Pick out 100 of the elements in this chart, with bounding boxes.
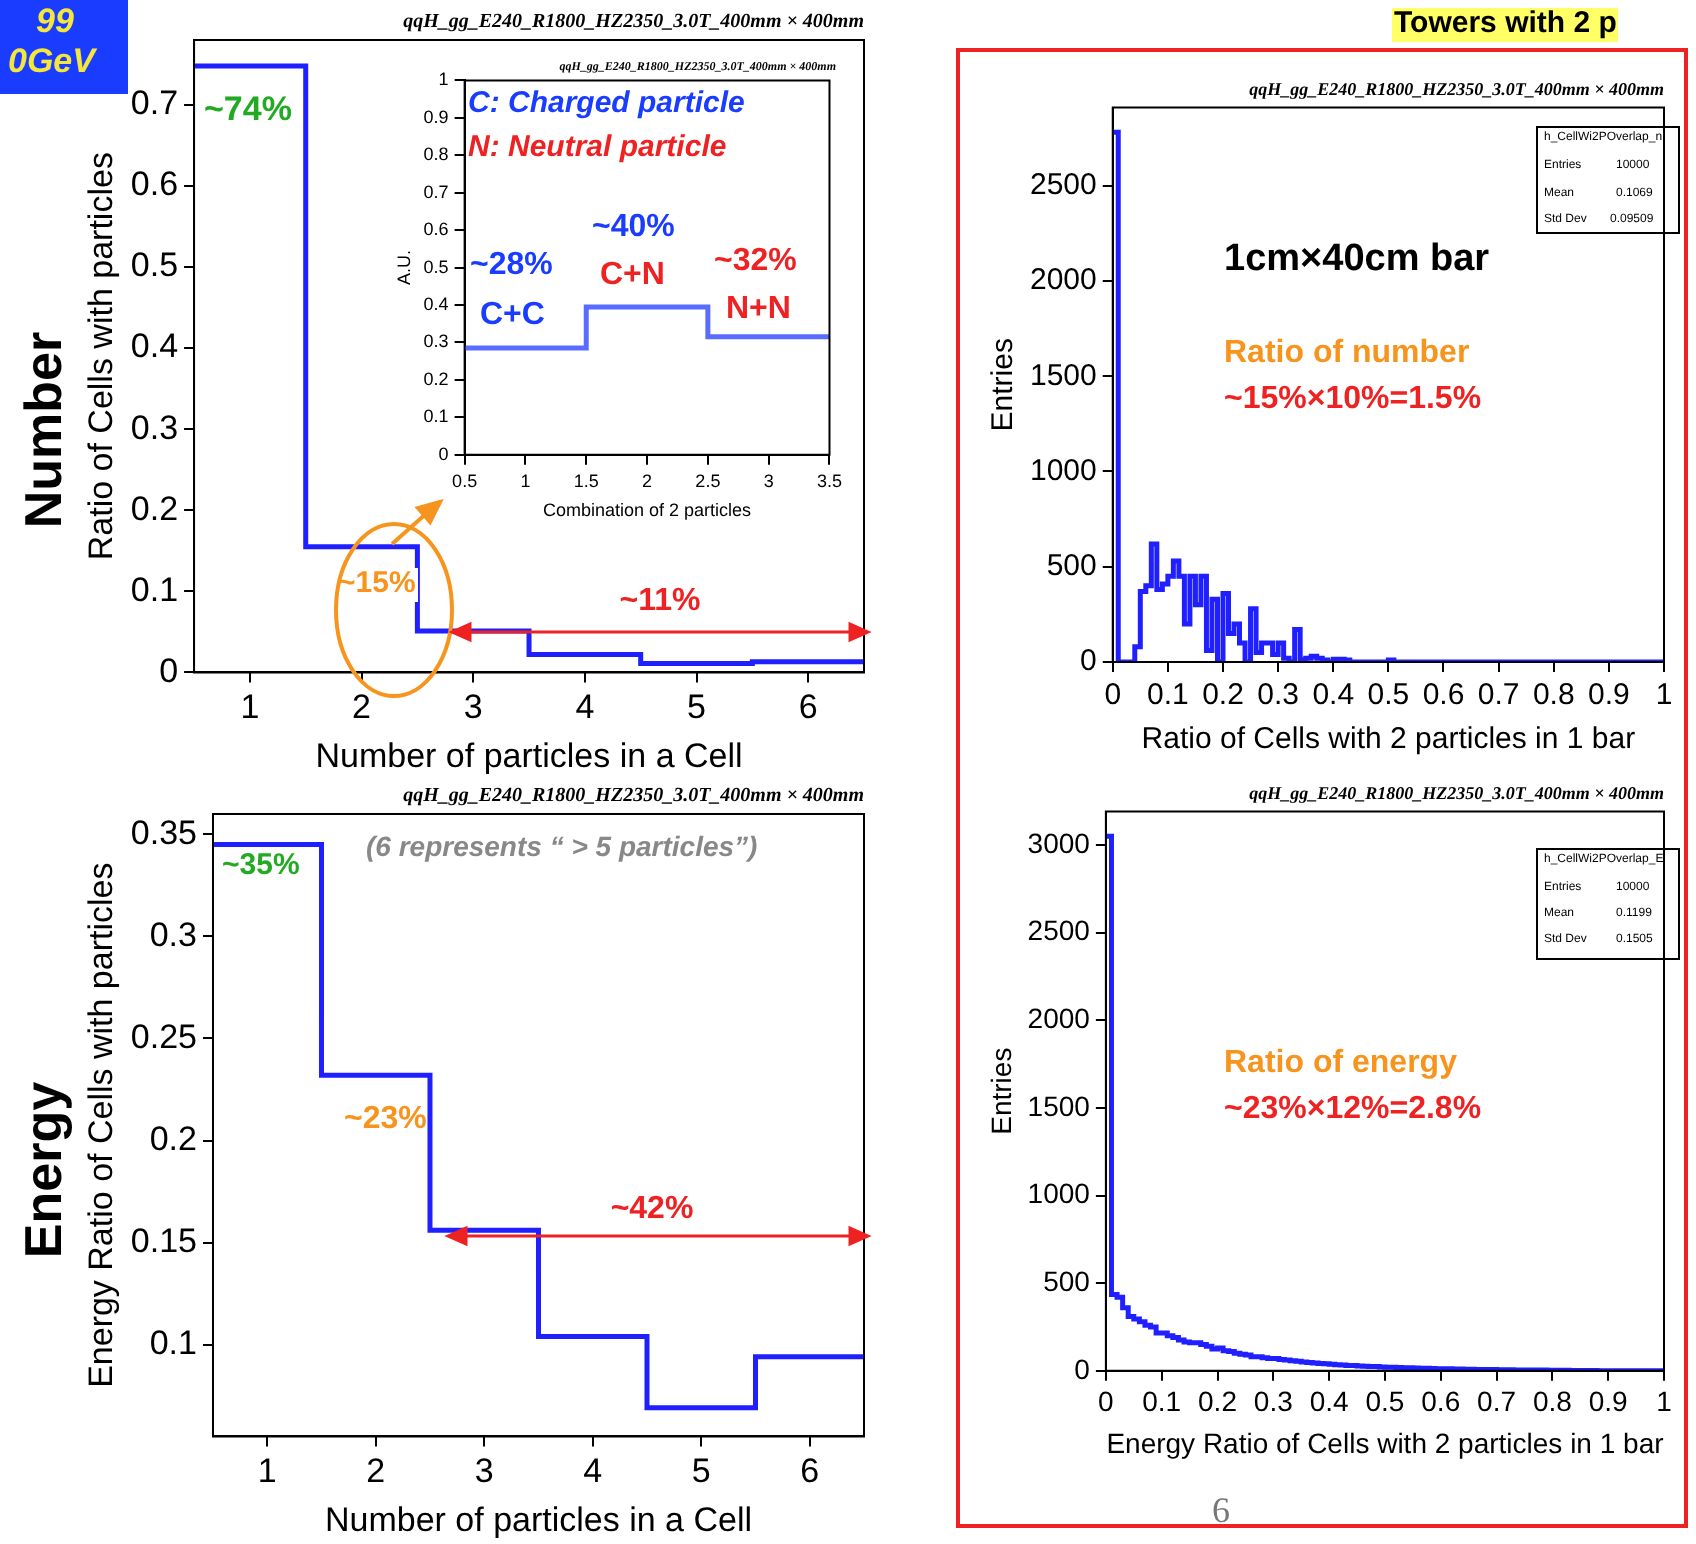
y-tick-label: 0.3 — [149, 915, 197, 954]
y-tick-label: 0.1 — [149, 1323, 197, 1362]
y-tick-label: 0.9 — [423, 106, 449, 127]
x-tick-label: 0.7 — [1477, 678, 1520, 713]
y-tick-label: 2000 — [1029, 263, 1097, 298]
y-axis-title: Entries — [986, 338, 1021, 432]
chart-title: qqH_gg_E240_R1800_HZ2350_3.0T_400mm × 400mm — [403, 785, 865, 808]
x-tick-label: 0.1 — [1147, 678, 1189, 713]
annotation: Ratio of number — [1224, 336, 1470, 372]
x-tick-label: 2 — [642, 470, 653, 491]
x-tick-label: 0.5 — [452, 470, 478, 491]
y-tick-label: 0.6 — [423, 219, 449, 240]
x-tick-label: 4 — [583, 1452, 603, 1491]
annotation: ~74% — [204, 90, 292, 130]
y-tick-label: 3000 — [1027, 826, 1091, 859]
x-tick-label: 0.9 — [1588, 678, 1630, 713]
x-tick-label: 2.5 — [695, 470, 721, 491]
annotation: N+N — [726, 292, 791, 328]
y-tick-label: 0 — [1074, 1352, 1091, 1385]
annotation: ~15%×10%=1.5% — [1224, 382, 1482, 418]
x-tick-label: 0.8 — [1532, 678, 1575, 713]
x-tick-label: 1.5 — [573, 470, 599, 491]
annotation: C+C — [480, 298, 545, 334]
x-tick-label: 5 — [691, 1452, 711, 1491]
y-tick-label: 0 — [1080, 644, 1097, 679]
x-tick-label: 3 — [474, 1452, 494, 1491]
x-tick-label: 5 — [687, 688, 706, 727]
y-tick-label: 0.7 — [130, 84, 179, 123]
y-tick-label: 0.1 — [423, 406, 449, 427]
x-tick-label: 4 — [575, 688, 595, 727]
y-tick-label: 0.7 — [423, 181, 449, 202]
y-tick-label: 500 — [1046, 549, 1097, 584]
chart-title: qqH_gg_E240_R1800_HZ2350_3.0T_400mm × 400mm — [1249, 79, 1664, 100]
annotation: ~11% — [619, 584, 701, 620]
annotation: ~42% — [610, 1192, 694, 1228]
y-tick-label: 2000 — [1027, 1001, 1091, 1034]
y-tick-label: 0.5 — [423, 256, 449, 277]
y-tick-label: 0.4 — [423, 294, 449, 315]
x-tick-label: 1 — [257, 1452, 277, 1491]
y-tick-label: 0.35 — [130, 813, 197, 852]
y-axis-title: Energy Ratio of Cells with particles — [81, 862, 120, 1388]
y-tick-label: 0.3 — [423, 331, 449, 352]
y-axis-title: Entries — [984, 1047, 1017, 1135]
y-tick-label: 0.15 — [130, 1221, 197, 1260]
annotation: ~35% — [222, 848, 300, 883]
x-tick-label: 1 — [240, 688, 260, 727]
y-tick-label: 1500 — [1027, 1089, 1091, 1122]
annotation: ~28% — [470, 248, 553, 284]
x-tick-label: 0.3 — [1257, 678, 1299, 713]
x-tick-label: 0.6 — [1422, 678, 1465, 713]
text: Energy — [13, 1081, 74, 1259]
annotation: ~15% — [336, 566, 418, 601]
chart-title: qqH_gg_E240_R1800_HZ2350_3.0T_400mm × 400mm — [403, 11, 865, 34]
x-axis-title: Number of particles in a Cell — [324, 1500, 753, 1539]
annotation: N: Neutral particle — [468, 130, 727, 165]
x-tick-label: 0.2 — [1202, 678, 1244, 713]
y-tick-label: 0.3 — [130, 408, 179, 447]
y-tick-label: 1500 — [1029, 358, 1097, 393]
y-tick-label: 0.2 — [423, 368, 449, 389]
annotation: ~40% — [592, 210, 675, 246]
y-axis-title: Ratio of Cells with particles — [81, 152, 120, 561]
y-tick-label: 2500 — [1027, 914, 1091, 947]
text: 6 — [1212, 1490, 1230, 1532]
x-tick-label: 2 — [352, 688, 372, 727]
annotation: 1cm×40cm bar — [1224, 238, 1490, 282]
x-tick-label: 0.4 — [1309, 1385, 1350, 1418]
text: 0GeV — [8, 42, 95, 82]
x-tick-label: 3.5 — [816, 470, 842, 491]
x-tick-label: 0.5 — [1365, 1385, 1405, 1418]
x-tick-label: 3 — [763, 470, 774, 491]
y-tick-label: 0.1 — [130, 570, 179, 609]
x-tick-label: 0.8 — [1532, 1385, 1573, 1418]
x-tick-label: 0.2 — [1198, 1385, 1238, 1418]
x-axis-title: Number of particles in a Cell — [315, 736, 743, 775]
y-tick-label: 1000 — [1027, 1177, 1091, 1210]
x-axis-title: Ratio of Cells with 2 particles in 1 bar — [1141, 722, 1636, 757]
x-tick-label: 0.1 — [1142, 1385, 1182, 1418]
x-tick-label: 6 — [798, 688, 818, 727]
y-tick-label: 0.2 — [149, 1119, 197, 1158]
chart-title: qqH_gg_E240_R1800_HZ2350_3.0T_400mm × 400mm — [1249, 783, 1664, 804]
annotation: (6 represents “ > 5 particles”) — [366, 830, 758, 863]
annotation: C+N — [600, 258, 665, 294]
x-tick-label: 0 — [1104, 678, 1122, 713]
text: Towers with 2 p — [1392, 6, 1619, 41]
x-tick-label: 0.5 — [1367, 678, 1410, 713]
y-tick-label: 1 — [438, 69, 449, 90]
y-tick-label: 2500 — [1029, 167, 1097, 202]
y-tick-label: 0.4 — [130, 327, 179, 366]
x-tick-label: 6 — [800, 1452, 820, 1491]
y-tick-label: 500 — [1043, 1264, 1091, 1297]
y-tick-label: 0 — [438, 443, 449, 464]
y-axis-title: A.U. — [393, 250, 414, 286]
annotation: ~32% — [714, 244, 797, 280]
text: Number — [13, 331, 74, 529]
x-tick-label: 0.4 — [1312, 678, 1355, 713]
text: 99 — [36, 2, 74, 42]
x-tick-label: 0.6 — [1421, 1385, 1461, 1418]
x-tick-label: 0.9 — [1588, 1385, 1629, 1418]
annotation: C: Charged particle — [468, 86, 745, 121]
x-tick-label: 0.7 — [1477, 1385, 1517, 1418]
